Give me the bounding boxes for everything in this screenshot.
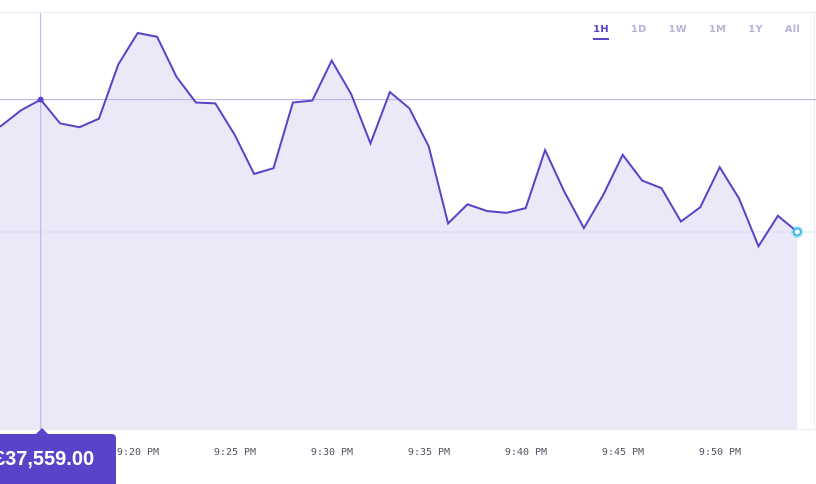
data-point[interactable] [639,178,645,184]
data-point[interactable] [775,213,781,219]
x-tick-label: 9:45 PM [602,447,644,458]
chart-right-border [814,12,815,429]
data-point[interactable] [96,116,102,122]
data-point[interactable] [115,61,121,67]
data-point[interactable] [736,196,742,202]
data-point[interactable] [329,58,335,64]
data-point[interactable] [212,100,218,106]
data-point[interactable] [697,204,703,210]
data-point[interactable] [77,124,83,130]
data-point[interactable] [600,192,606,198]
data-point[interactable] [290,100,296,106]
data-point[interactable] [523,205,529,211]
chart-top-border [0,12,816,13]
data-point[interactable] [562,189,568,195]
data-point[interactable] [659,185,665,191]
range-tab-1d[interactable]: 1D [630,24,647,35]
x-tick-label: 9:20 PM [117,447,159,458]
chart-bottom-border [0,429,816,430]
range-tab-1m[interactable]: 1M [708,24,727,35]
area-fill [0,33,798,429]
data-point[interactable] [426,143,432,149]
data-point[interactable] [57,120,63,126]
x-tick-label: 9:30 PM [311,447,353,458]
data-point[interactable] [717,164,723,170]
data-point[interactable] [251,171,257,177]
range-tab-1y[interactable]: 1Y [748,24,763,35]
x-tick-label: 9:50 PM [699,447,741,458]
data-point[interactable] [503,210,509,216]
data-point[interactable] [309,98,315,104]
data-point[interactable] [542,147,548,153]
x-tick-label: 9:40 PM [505,447,547,458]
data-point[interactable] [348,91,354,97]
data-point[interactable] [232,132,238,138]
data-point[interactable] [465,201,471,207]
data-point[interactable] [193,100,199,106]
price-series-line [0,31,798,249]
x-tick-label: 9:35 PM [408,447,450,458]
time-range-tabs: 1H 1D 1W 1M 1Y All [571,22,800,40]
data-point[interactable] [678,219,684,225]
data-point[interactable] [581,225,587,231]
data-point[interactable] [620,152,626,158]
data-point[interactable] [484,208,490,214]
tooltip-arrow [36,428,48,434]
data-point[interactable] [174,74,180,80]
data-point[interactable] [406,105,412,111]
cursor-point [37,96,44,103]
range-tab-1w[interactable]: 1W [668,24,687,35]
data-point[interactable] [271,165,277,171]
latest-point [792,227,802,237]
range-tab-1h[interactable]: 1H [593,22,609,40]
range-tab-all[interactable]: All [784,24,800,35]
data-point[interactable] [368,140,374,146]
data-point[interactable] [387,89,393,95]
data-point[interactable] [154,34,160,40]
price-tooltip: £37,559.00 [0,434,116,484]
data-point[interactable] [18,107,24,113]
x-tick-label: 9:25 PM [214,447,256,458]
data-point[interactable] [135,30,141,36]
data-point[interactable] [756,243,762,249]
data-point[interactable] [445,220,451,226]
